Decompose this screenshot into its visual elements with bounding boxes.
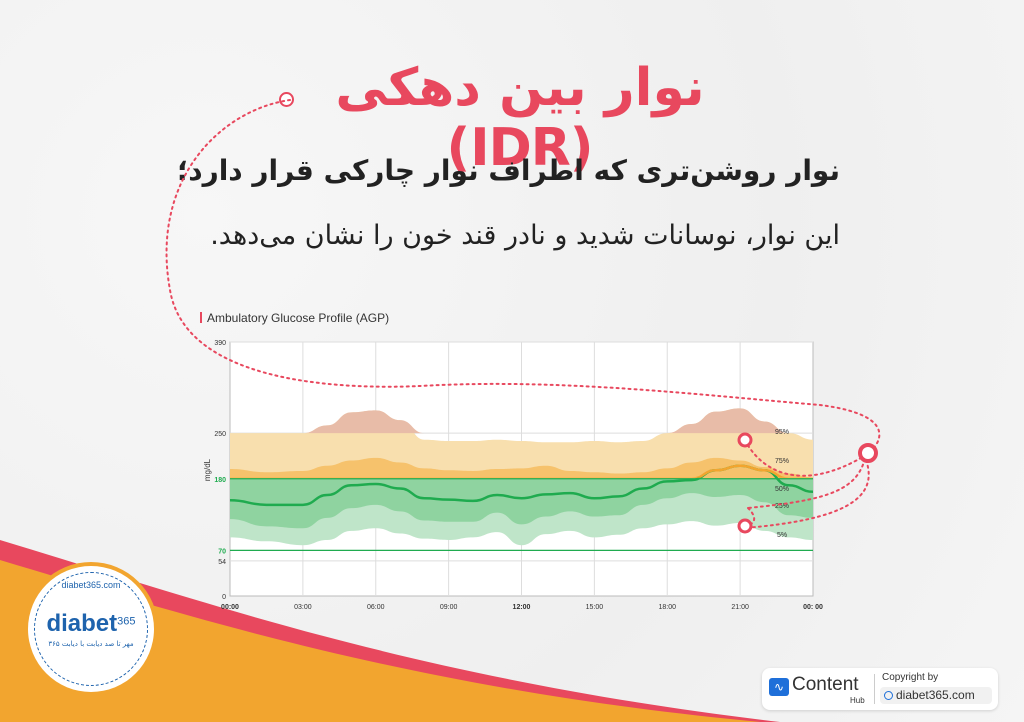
percentile-label: 25% — [775, 503, 789, 510]
x-tick-label: 09:00 — [440, 604, 458, 611]
y-tick-label: 180 — [214, 477, 226, 484]
iqr-band-low — [230, 478, 813, 529]
x-tick-label: 18:00 — [658, 604, 676, 611]
y-tick-label: 390 — [214, 340, 226, 347]
y-tick-label: 54 — [218, 559, 226, 566]
subtitle-line-2: این نوار، نوسانات شدید و نادر قند خون را… — [210, 220, 840, 251]
copyright-label: Copyright by — [882, 672, 939, 683]
site-url[interactable]: diabet365.com — [880, 687, 992, 704]
idr-peak-band — [230, 408, 813, 434]
y-tick-label: 70 — [218, 548, 226, 555]
median-line-high — [230, 464, 813, 478]
badge-divider — [874, 674, 875, 704]
logo-ring — [34, 572, 148, 686]
subtitle-line-1: نوار روشن‌تری که اطراف نوار چارکی قرار د… — [177, 154, 840, 187]
diabet365-logo: diabet365.com diabet365 مهر تا صد دیابت … — [28, 566, 154, 692]
x-tick-label: 21:00 — [731, 604, 749, 611]
percentile-label: 95% — [775, 429, 789, 436]
content-hub-badge: ∿ Content Hub Copyright by diabet365.com — [762, 668, 998, 710]
iqr-band-high — [230, 457, 813, 479]
annotation-node-low — [737, 518, 753, 534]
annotation-node-high — [737, 432, 753, 448]
hub-word: Hub — [850, 696, 865, 705]
logo-url: diabet365.com — [61, 580, 121, 590]
annotation-node-main — [858, 443, 878, 463]
percentile-label: 50% — [775, 486, 789, 493]
page-title: نوار بین دهکی (IDR) — [335, 58, 705, 178]
globe-icon — [884, 691, 893, 700]
y-tick-label: 0 — [222, 594, 226, 601]
percentile-label: 5% — [777, 532, 787, 539]
annotation-path — [165, 99, 881, 454]
content-word: Content — [792, 674, 859, 695]
x-tick-label: 12:00 — [513, 604, 531, 611]
y-axis-label: mg/dL — [203, 458, 212, 481]
title-dot-icon — [279, 92, 294, 107]
x-tick-label: 03:00 — [294, 604, 312, 611]
chart-title: Ambulatory Glucose Profile (AGP) — [200, 311, 389, 325]
x-tick-label: 00: 00 — [803, 604, 823, 611]
y-tick-label: 250 — [214, 431, 226, 438]
x-tick-label: 06:00 — [367, 604, 385, 611]
percentile-label: 75% — [775, 458, 789, 465]
content-hub-icon: ∿ — [769, 678, 789, 696]
site-url-text: diabet365.com — [896, 688, 975, 702]
x-tick-label: 15:00 — [586, 604, 604, 611]
x-tick-label: 00:00 — [221, 604, 239, 611]
